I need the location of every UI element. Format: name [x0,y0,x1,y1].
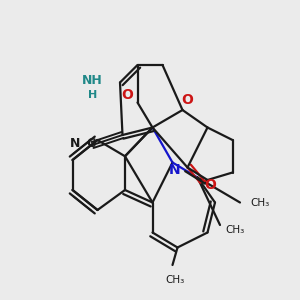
Text: C: C [87,137,96,150]
Text: CH₃: CH₃ [225,225,244,235]
Text: N: N [169,163,181,177]
Text: N: N [70,137,80,150]
Text: O: O [182,93,194,107]
Text: CH₃: CH₃ [250,197,269,208]
Text: H: H [88,90,97,100]
Text: O: O [122,88,134,102]
Text: CH₃: CH₃ [165,275,184,285]
Text: NH: NH [82,74,103,86]
Text: O: O [204,178,216,192]
